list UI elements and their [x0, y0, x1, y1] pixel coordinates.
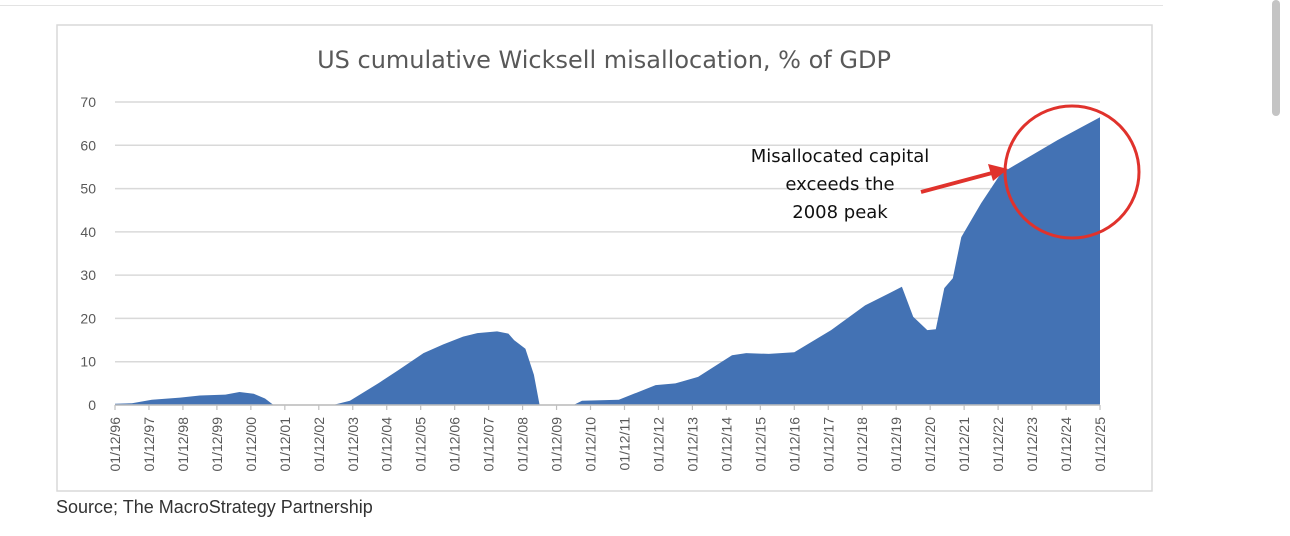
x-tick-label: 01/12/16 — [786, 417, 802, 472]
y-tick-label: 0 — [88, 397, 96, 413]
x-tick-label: 01/12/18 — [854, 417, 870, 472]
y-tick-label: 10 — [80, 354, 96, 370]
x-tick-label: 01/12/22 — [990, 417, 1006, 472]
x-tick-label: 01/12/21 — [956, 417, 972, 472]
top-divider — [0, 5, 1163, 6]
highlight-circle — [1003, 104, 1141, 240]
x-tick-label: 01/12/02 — [311, 417, 327, 472]
scrollbar[interactable] — [1272, 0, 1280, 116]
x-tick-label: 01/12/06 — [447, 417, 463, 472]
x-tick-label: 01/12/13 — [684, 417, 700, 472]
x-tick-label: 01/12/05 — [413, 417, 429, 472]
x-tick-label: 01/12/14 — [718, 417, 734, 472]
y-tick-label: 20 — [80, 310, 96, 326]
x-tick-label: 01/12/11 — [616, 417, 632, 471]
x-tick-label: 01/12/99 — [209, 417, 225, 472]
x-tick-label: 01/12/24 — [1058, 417, 1074, 472]
x-tick-label: 01/12/03 — [345, 417, 361, 472]
x-tick-label: 01/12/97 — [141, 417, 157, 472]
x-tick-label: 01/12/20 — [922, 417, 938, 472]
x-tick-label: 01/12/01 — [277, 417, 293, 472]
chart-title: US cumulative Wicksell misallocation, % … — [317, 46, 891, 74]
y-tick-label: 70 — [80, 94, 96, 110]
y-tick-label: 60 — [80, 137, 96, 153]
source-note: Source; The MacroStrategy Partnership — [56, 497, 373, 517]
annotation-line-3: 2008 peak — [792, 202, 888, 223]
x-tick-label: 01/12/00 — [243, 417, 259, 472]
y-tick-label: 30 — [80, 267, 96, 283]
x-tick-label: 01/12/96 — [107, 417, 123, 472]
x-tick-label: 01/12/25 — [1092, 417, 1108, 472]
x-tick-label: 01/12/10 — [583, 417, 599, 472]
x-tick-label: 01/12/12 — [650, 417, 666, 472]
x-tick-label: 01/12/17 — [820, 417, 836, 472]
annotation-arrow — [920, 171, 993, 194]
y-tick-label: 50 — [80, 181, 96, 197]
x-tick-label: 01/12/08 — [515, 417, 531, 472]
arrow-head-icon — [988, 164, 1008, 181]
annotation-line-2: exceeds the — [785, 174, 894, 195]
x-tick-label: 01/12/07 — [481, 417, 497, 472]
x-tick-label: 01/12/19 — [888, 417, 904, 472]
annotation-line-1: Misallocated capital — [751, 146, 930, 167]
x-tick-label: 01/12/04 — [379, 417, 395, 472]
x-tick-label: 01/12/15 — [752, 417, 768, 472]
annotation: Misallocated capital exceeds the 2008 pe… — [751, 104, 1141, 240]
x-tick-label: 01/12/98 — [175, 417, 191, 472]
x-tick-label: 01/12/09 — [549, 417, 565, 472]
area-series — [115, 117, 1100, 405]
x-tick-label: 01/12/23 — [1024, 417, 1040, 472]
y-tick-label: 40 — [80, 224, 96, 240]
